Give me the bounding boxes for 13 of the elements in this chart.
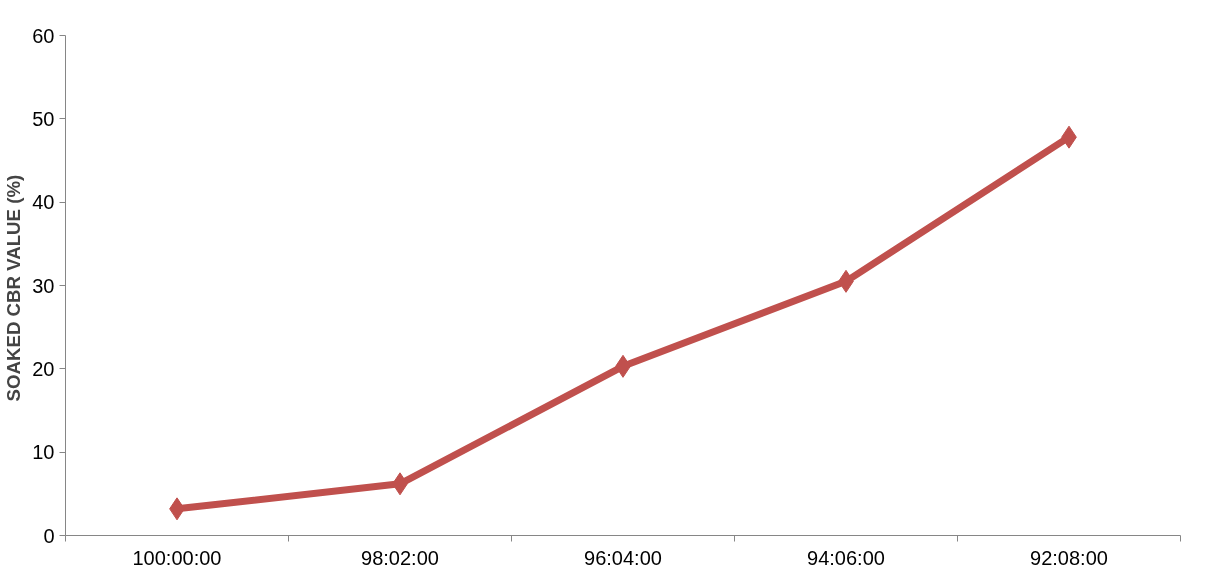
y-tick-label: 10: [32, 441, 55, 464]
x-tick-label: 92:08:00: [1030, 546, 1108, 569]
x-tick-label: 96:04:00: [584, 546, 662, 569]
y-tick-label: 30: [32, 274, 55, 297]
x-tick-label: 100:00:00: [132, 546, 222, 569]
y-tick-label: 40: [32, 191, 55, 214]
y-axis-title: SOAKED CBR VALUE (%): [3, 174, 25, 402]
y-tick-label: 0: [43, 524, 55, 547]
y-tick-label: 60: [32, 24, 55, 47]
x-tick-label: 94:06:00: [807, 546, 885, 569]
y-tick-label: 20: [32, 357, 55, 380]
x-tick-label: 98:02:00: [361, 546, 439, 569]
y-tick-label: 50: [32, 107, 55, 130]
